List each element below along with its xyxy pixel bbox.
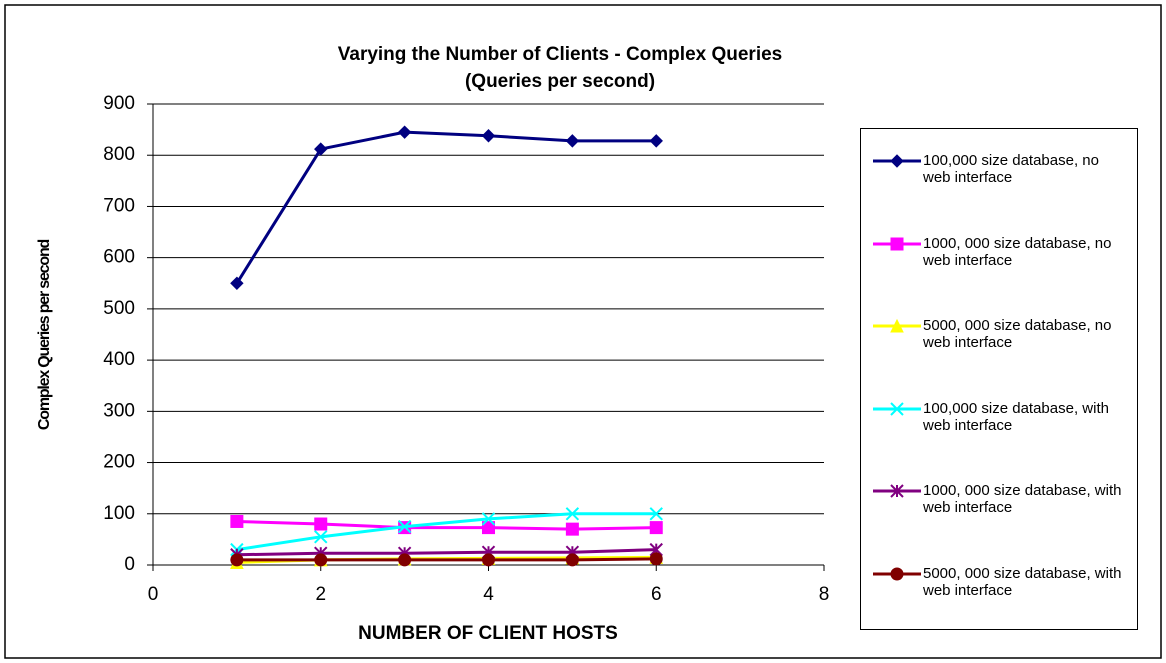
- marker: [230, 276, 244, 290]
- legend-item: 1000, 000 size database, no web interfac…: [871, 235, 1131, 269]
- series-line: [236, 519, 657, 531]
- marker: [890, 154, 904, 168]
- legend-item: 5000, 000 size database, no web interfac…: [871, 317, 1131, 351]
- legend-swatch: [873, 318, 921, 333]
- legend-item: 1000, 000 size database, with web interf…: [871, 482, 1131, 516]
- marker: [314, 142, 328, 156]
- legend-swatch: [873, 567, 921, 580]
- y-axis-label: Complex Queries per second: [36, 239, 53, 430]
- marker: [890, 401, 904, 416]
- marker: [230, 514, 244, 528]
- marker: [482, 521, 495, 535]
- legend-label: 1000, 000 size database, no web interfac…: [923, 234, 1112, 269]
- x-axis-label: NUMBER OF CLIENT HOSTS: [358, 623, 618, 644]
- legend-item: 100,000 size database, with web interfac…: [871, 400, 1131, 434]
- x-tick-label: 4: [483, 584, 494, 605]
- marker: [314, 553, 328, 567]
- marker: [890, 318, 904, 333]
- marker: [649, 521, 663, 535]
- marker: [397, 519, 412, 534]
- marker: [890, 484, 904, 498]
- chart-subtitle: (Queries per second): [465, 71, 655, 92]
- marker: [314, 517, 328, 531]
- legend-label: 100,000 size database, with web interfac…: [923, 399, 1109, 434]
- marker: [314, 530, 328, 544]
- marker: [565, 507, 580, 521]
- y-tick-label: 0: [124, 554, 135, 575]
- y-tick-label: 800: [103, 144, 135, 165]
- marker: [649, 507, 663, 521]
- series-line: [236, 548, 657, 557]
- x-tick-label: 6: [651, 584, 662, 605]
- legend-label: 5000, 000 size database, with web interf…: [923, 564, 1122, 599]
- marker: [649, 134, 663, 148]
- chart-title: Varying the Number of Clients - Complex …: [338, 44, 783, 65]
- legend-label: 100,000 size database, no web interface: [923, 152, 1099, 186]
- marker: [649, 552, 663, 566]
- marker: [481, 512, 496, 526]
- marker: [398, 553, 412, 567]
- legend-item: 5000, 000 size database, with web interf…: [871, 565, 1131, 599]
- y-tick-label: 900: [103, 93, 135, 114]
- marker: [230, 553, 244, 567]
- marker: [565, 522, 579, 536]
- marker: [890, 567, 904, 580]
- legend-swatch: [873, 237, 921, 250]
- x-tick-label: 0: [148, 584, 159, 605]
- legend-label: 1000, 000 size database, with web interf…: [923, 482, 1122, 516]
- marker: [481, 129, 496, 143]
- y-tick-label: 600: [103, 247, 135, 268]
- legend-swatch: [873, 484, 921, 498]
- marker: [565, 553, 579, 567]
- y-tick-label: 400: [103, 349, 135, 370]
- marker: [482, 553, 495, 567]
- legend-swatch: [873, 154, 921, 168]
- y-tick-label: 100: [103, 503, 135, 524]
- y-tick-label: 700: [103, 195, 135, 216]
- legend-item: 100,000 size database, no web interface: [871, 152, 1131, 186]
- y-tick-label: 500: [103, 298, 135, 319]
- y-tick-label: 200: [103, 452, 135, 473]
- chart-border: [4, 4, 1162, 659]
- y-tick-label: 300: [103, 400, 135, 421]
- legend-label: 5000, 000 size database, no web interfac…: [923, 317, 1112, 351]
- marker: [890, 237, 904, 250]
- series-line: [236, 557, 657, 562]
- legend-swatch: [873, 401, 921, 416]
- x-tick-label: 2: [315, 584, 326, 605]
- legend: 100,000 size database, no web interface 1…: [860, 128, 1138, 630]
- marker: [565, 134, 580, 148]
- marker: [397, 125, 412, 139]
- x-tick-label: 8: [819, 584, 830, 605]
- series-line: [235, 130, 657, 285]
- series-line: [236, 512, 657, 552]
